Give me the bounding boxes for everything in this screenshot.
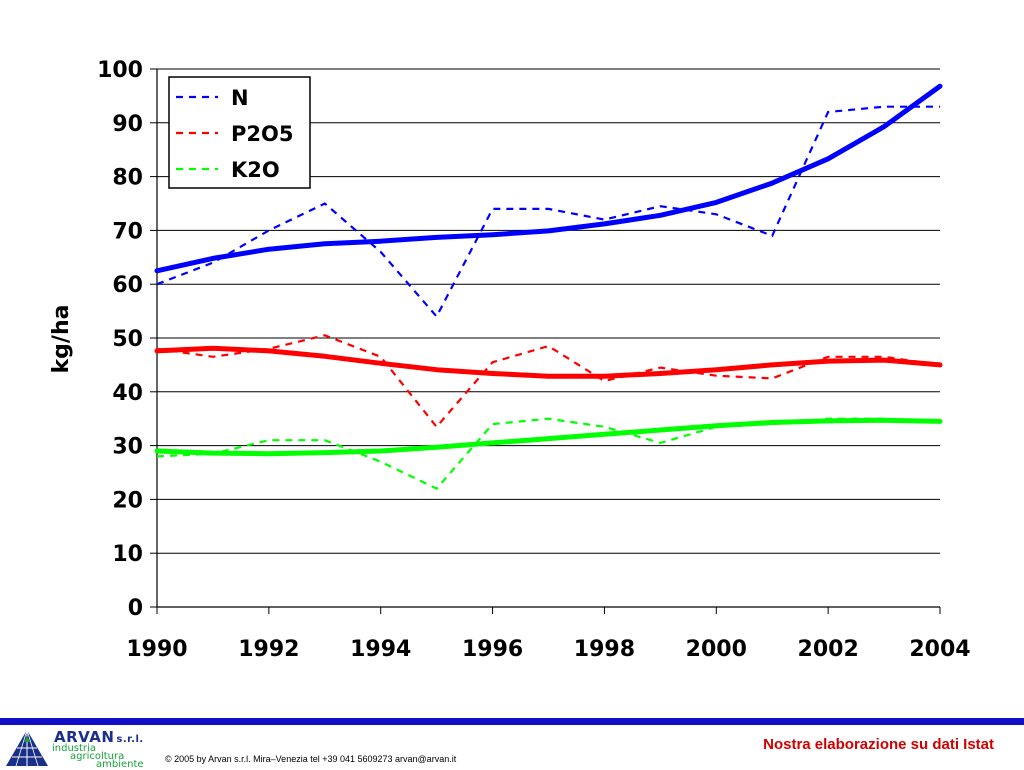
x-tick-label: 1994 bbox=[350, 637, 411, 662]
logo-suffix: s.r.l. bbox=[116, 734, 144, 745]
legend-label: K2O bbox=[231, 158, 280, 182]
y-tick-label: 0 bbox=[128, 596, 143, 621]
x-tick-label: 1990 bbox=[126, 637, 187, 662]
y-tick-label: 60 bbox=[112, 273, 143, 298]
x-tick-label: 2000 bbox=[686, 637, 747, 662]
line-chart: 1990 1992 1994 1996 1998 2000 2002 2004 0 10 20 30… bbox=[49, 58, 971, 662]
legend: N P2O5 K2O bbox=[168, 76, 311, 189]
y-axis-ticks: 0 10 20 30 40 50 60 70 80 90 100 bbox=[97, 58, 157, 621]
x-tick-label: 1996 bbox=[462, 637, 523, 662]
x-tick-label: 2002 bbox=[798, 637, 859, 662]
logo-line-1: industria bbox=[52, 743, 96, 754]
y-tick-label: 90 bbox=[112, 112, 143, 137]
series-line-n bbox=[156, 105, 940, 319]
logo-triangle-icon bbox=[6, 729, 48, 767]
y-tick-label: 50 bbox=[112, 327, 143, 352]
x-tick-label: 1992 bbox=[238, 637, 299, 662]
trend-line-p2o5 bbox=[154, 345, 943, 379]
trend-line-n bbox=[154, 83, 943, 274]
y-tick-label: 80 bbox=[112, 166, 143, 191]
trend-lines bbox=[154, 83, 943, 457]
x-tick-label: 2004 bbox=[909, 637, 970, 662]
copyright-text: © 2005 by Arvan s.r.l. Mira–Venezia tel … bbox=[165, 754, 457, 764]
y-tick-label: 40 bbox=[112, 381, 143, 406]
y-axis-title: kg/ha bbox=[49, 305, 74, 374]
logo-line-2: agricoltura bbox=[70, 751, 125, 762]
y-tick-label: 10 bbox=[112, 542, 143, 567]
trend-line-k2o bbox=[154, 417, 943, 457]
data-series bbox=[156, 105, 941, 490]
series-line-k2o bbox=[156, 417, 941, 490]
legend-label: N bbox=[231, 86, 249, 110]
series-line-p2o5 bbox=[156, 334, 941, 429]
arvan-logo: ARVAN s.r.l. industria agricoltura ambien… bbox=[4, 728, 174, 770]
y-tick-label: 20 bbox=[112, 488, 143, 513]
gridlines bbox=[157, 68, 940, 608]
source-note: Nostra elaborazione su dati Istat bbox=[763, 736, 994, 753]
logo-name: ARVAN s.r.l. bbox=[54, 728, 144, 746]
footer-bar bbox=[0, 718, 1024, 725]
x-tick-label: 1998 bbox=[574, 637, 635, 662]
y-tick-label: 100 bbox=[97, 58, 143, 83]
y-tick-label: 70 bbox=[112, 219, 143, 244]
x-axis-ticks: 1990 1992 1994 1996 1998 2000 2002 2004 bbox=[126, 607, 971, 662]
logo-line-3: ambiente bbox=[96, 759, 144, 770]
y-tick-label: 30 bbox=[112, 435, 143, 460]
legend-label: P2O5 bbox=[231, 122, 293, 146]
